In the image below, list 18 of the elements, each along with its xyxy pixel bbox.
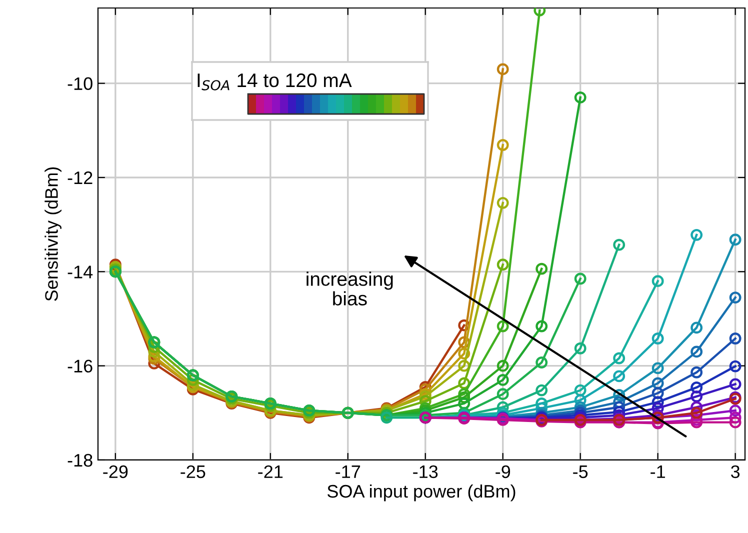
x-tick-label: -13	[413, 465, 438, 478]
x-tick-label: -21	[258, 465, 283, 478]
x-tick-label: -25	[180, 465, 206, 478]
y-tick-label: -12	[68, 171, 92, 184]
y-axis-title: Sensitivity (dBm)	[44, 167, 62, 301]
x-tick-label: 3	[730, 465, 740, 478]
y-tick-label: -16	[68, 360, 92, 373]
x-axis-title: SOA input power (dBm)	[327, 484, 516, 502]
x-tick-label: -29	[103, 465, 128, 478]
x-tick-label: -9	[496, 465, 510, 478]
x-tick-label: -5	[573, 466, 588, 478]
y-tick-label: -18	[68, 454, 92, 467]
x-tick-label: -17	[336, 466, 360, 478]
x-tick-label: -1	[650, 466, 665, 478]
y-tick-label: -10	[68, 77, 92, 90]
annotation: increasing bias	[306, 272, 393, 306]
legend-title: I$_{SOA}$ 14 to 120 mA	[198, 73, 352, 90]
y-tick-label: -14	[68, 266, 93, 278]
